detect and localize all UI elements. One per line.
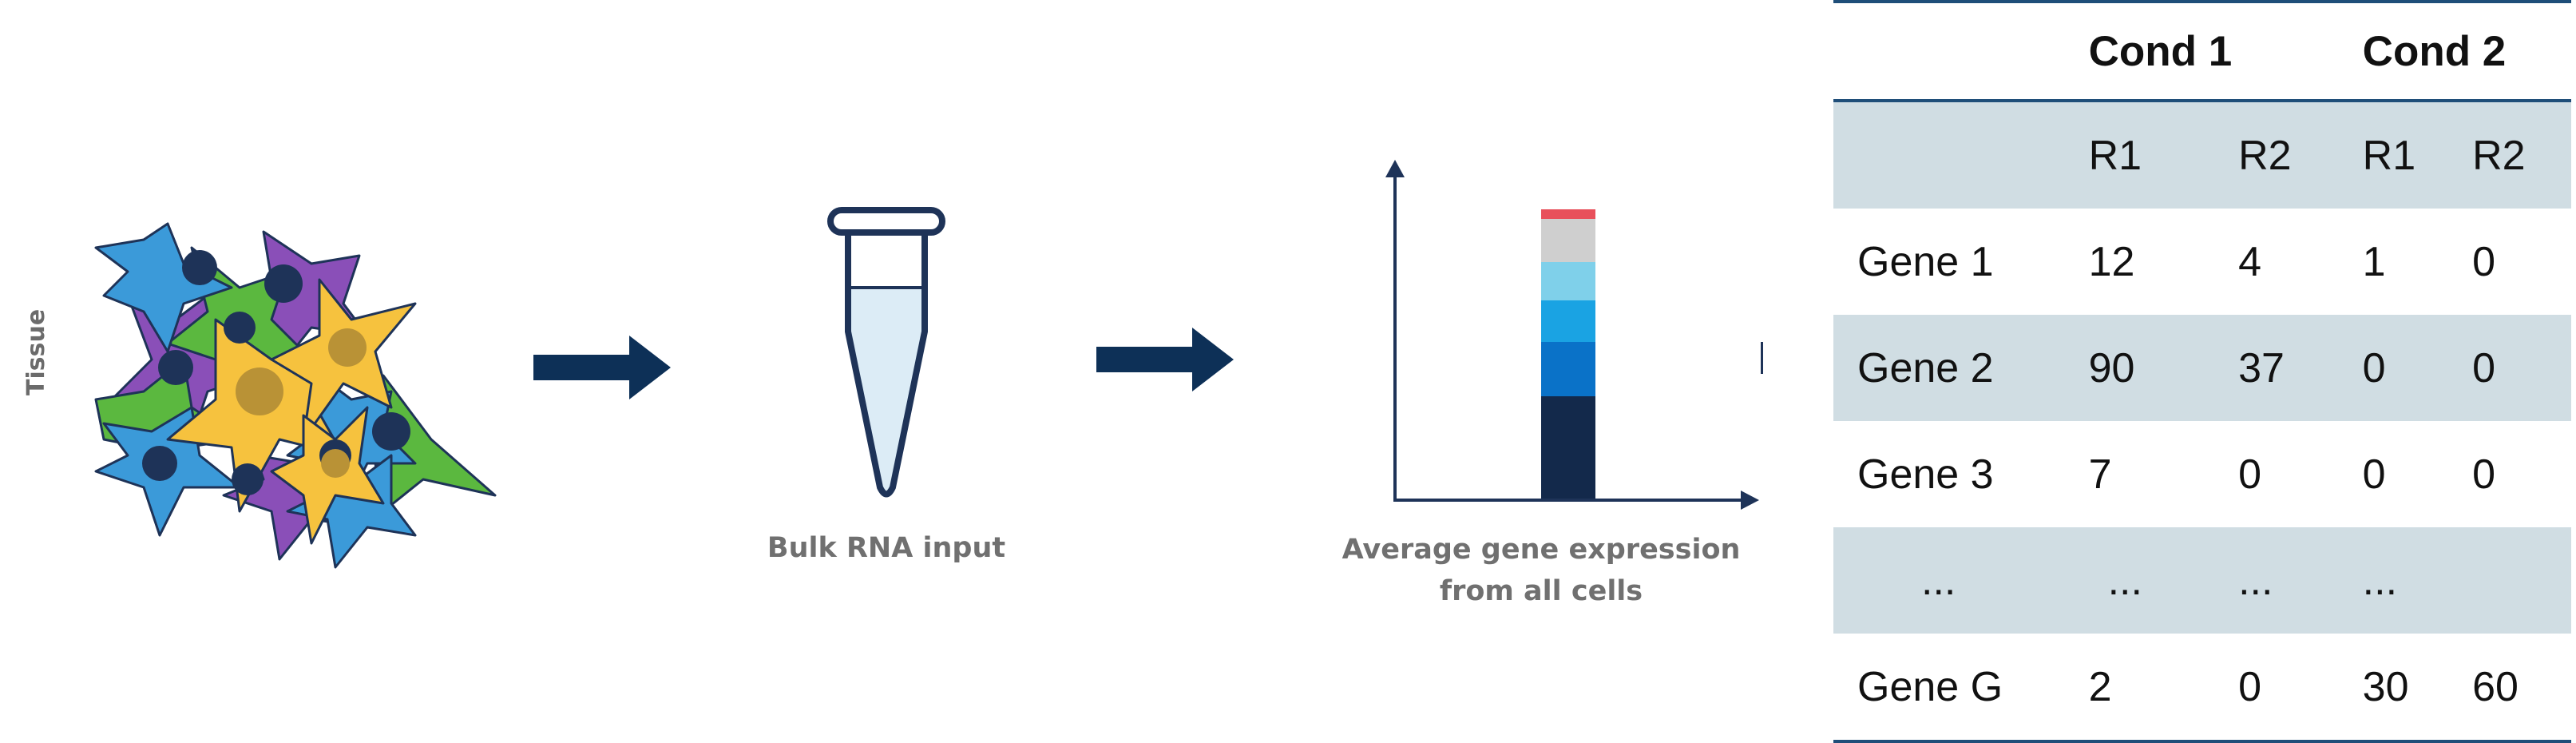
table-row: Gene 1 12 4 1 0 xyxy=(1833,209,2571,315)
cell-nucleus xyxy=(372,412,410,451)
table-cell: 0 xyxy=(2472,451,2496,498)
tube-cap xyxy=(827,207,945,236)
table-cell: 0 xyxy=(2351,315,2473,421)
table-cell: 90 xyxy=(2075,315,2239,421)
chart-caption-line-2: from all cells xyxy=(1439,575,1643,607)
table-cell: 0 xyxy=(2472,238,2496,285)
table-cell xyxy=(2472,527,2571,634)
table-row: ... ... ... ... xyxy=(1833,527,2571,634)
table-cell: 7 xyxy=(2088,451,2112,498)
cell-nucleus-yellow xyxy=(321,449,350,478)
yellow-cell xyxy=(270,406,385,545)
blue-cell xyxy=(94,222,233,353)
table-row: Gene G 2 0 30 60 xyxy=(1833,634,2571,743)
count-table-container: Cond 1 Cond 2 R1 R2 R1 R2 Gene 1 12 4 1 … xyxy=(1833,0,2576,743)
table-subheader-row: R1 R2 R1 R2 xyxy=(1833,99,2571,209)
count-table: Cond 1 Cond 2 R1 R2 R1 R2 Gene 1 12 4 1 … xyxy=(1833,0,2571,743)
table-cell: 12 xyxy=(2088,238,2135,285)
average-expression-chart xyxy=(1385,160,1759,510)
x-axis-arrow xyxy=(1741,491,1759,510)
tissue-label: Tissue xyxy=(22,308,50,395)
table-row-label: Gene 3 xyxy=(1857,451,1994,498)
tube-icon xyxy=(827,207,945,498)
table-row-label: ... xyxy=(1833,527,2076,634)
table-header-empty xyxy=(1833,2,2076,101)
table-row-label: Gene 2 xyxy=(1833,315,2076,421)
tube-body xyxy=(845,236,928,498)
arrow-right-icon xyxy=(533,336,671,399)
table-cell: ... xyxy=(2351,527,2473,634)
cell-nucleus xyxy=(264,264,303,303)
table-row-label: Gene 1 xyxy=(1857,238,1994,285)
bar-segment-mid-blue xyxy=(1541,300,1595,342)
table-cell: 2 xyxy=(2075,634,2239,743)
chart-caption: Average gene expression from all cells xyxy=(1294,529,1789,612)
cell-nucleus xyxy=(224,312,256,344)
bar-segment-navy xyxy=(1541,396,1595,499)
tube-caption: Bulk RNA input xyxy=(767,532,1006,564)
cell-nucleus-yellow xyxy=(328,328,367,367)
bar-segment-grey xyxy=(1541,219,1595,262)
table-cell: 30 xyxy=(2351,634,2473,743)
table-header-row: Cond 1 Cond 2 xyxy=(1833,2,2571,101)
divider-tick xyxy=(1761,342,1763,374)
table-cell: R2 xyxy=(2472,99,2571,209)
bar-segment-blue xyxy=(1541,342,1595,396)
cell-nucleus xyxy=(182,250,217,285)
table-cell: R1 xyxy=(2351,99,2473,209)
arrow-right-icon xyxy=(1096,328,1234,391)
table-cell xyxy=(1833,99,2076,209)
table-cell: 4 xyxy=(2238,238,2262,285)
cell-nucleus-yellow xyxy=(236,368,283,415)
table-cell: 1 xyxy=(2362,238,2386,285)
bar-segment-red xyxy=(1541,209,1595,219)
chart-caption-line-1: Average gene expression xyxy=(1342,534,1741,566)
table-row: Gene 2 90 37 0 0 xyxy=(1833,315,2571,421)
cell-nucleus xyxy=(142,446,177,481)
table-row: Gene 3 7 0 0 0 xyxy=(1833,421,2571,527)
table-cell: 0 xyxy=(2362,451,2386,498)
table-row-label: Gene G xyxy=(1833,634,2076,743)
table-header-cond-2: Cond 2 xyxy=(2362,27,2507,75)
table-cell: ... xyxy=(2075,527,2239,634)
table-cell: 0 xyxy=(2238,634,2352,743)
cell-nucleus xyxy=(232,463,264,495)
table-cell: 60 xyxy=(2472,634,2571,743)
tube-fill xyxy=(848,288,925,495)
y-axis-arrow xyxy=(1385,160,1405,177)
table-cell: R2 xyxy=(2238,99,2352,209)
table-cell: ... xyxy=(2238,527,2352,634)
table-cell: 37 xyxy=(2238,315,2352,421)
tissue-cells-illustration xyxy=(94,222,497,569)
bar-segment-light-blue xyxy=(1541,262,1595,300)
table-cell: R1 xyxy=(2075,99,2239,209)
table-header-cond-1: Cond 1 xyxy=(2088,27,2233,75)
table-cell: 0 xyxy=(2472,315,2571,421)
cell-nucleus xyxy=(158,350,193,385)
table-cell: 0 xyxy=(2238,451,2262,498)
